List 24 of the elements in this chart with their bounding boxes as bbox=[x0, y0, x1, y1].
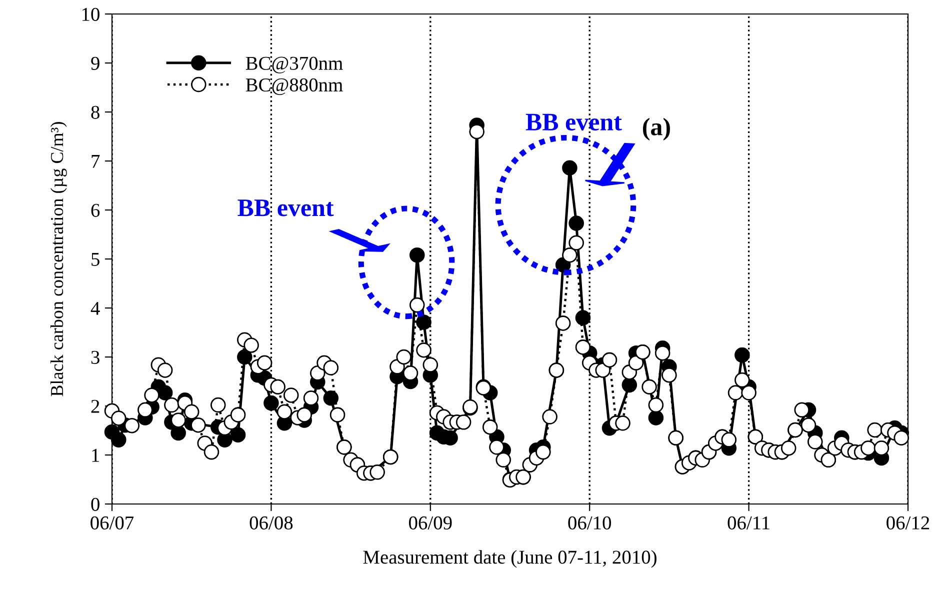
y-tick-label: 7 bbox=[92, 155, 100, 168]
y-tick-label: 6 bbox=[91, 204, 100, 217]
x-axis-title: Measurement date (June 07-11, 2010) bbox=[363, 550, 656, 568]
y-tick-label: 1 bbox=[92, 448, 100, 462]
y-tick-label: 8 bbox=[91, 106, 100, 119]
annotation: BB event bbox=[526, 114, 622, 131]
y-axis-title: Black carbon concentration (µg C/m³) bbox=[50, 122, 67, 396]
legend-label: BC@880nm bbox=[246, 78, 343, 96]
x-tick-label: 06/08 bbox=[250, 516, 293, 530]
x-tick-label: 06/12 bbox=[886, 516, 930, 530]
x-tick-label: 06/09 bbox=[408, 516, 452, 530]
y-tick-label: 3 bbox=[91, 350, 100, 364]
annotation: BB event bbox=[238, 200, 334, 216]
x-tick-label: 06/10 bbox=[568, 516, 612, 530]
y-tick-label: 5 bbox=[92, 253, 100, 266]
y-tick-label: 4 bbox=[90, 302, 100, 315]
x-tick-label: 06/07 bbox=[90, 516, 134, 530]
annotation: (a) bbox=[642, 118, 670, 140]
y-tick-label: 9 bbox=[91, 56, 100, 70]
legend-label: BC@370nm bbox=[246, 56, 343, 74]
y-tick-label: 10 bbox=[82, 8, 100, 21]
x-tick-label: 06/11 bbox=[728, 516, 770, 530]
y-tick-label: 2 bbox=[91, 400, 100, 413]
y-tick-label: 0 bbox=[91, 498, 100, 511]
